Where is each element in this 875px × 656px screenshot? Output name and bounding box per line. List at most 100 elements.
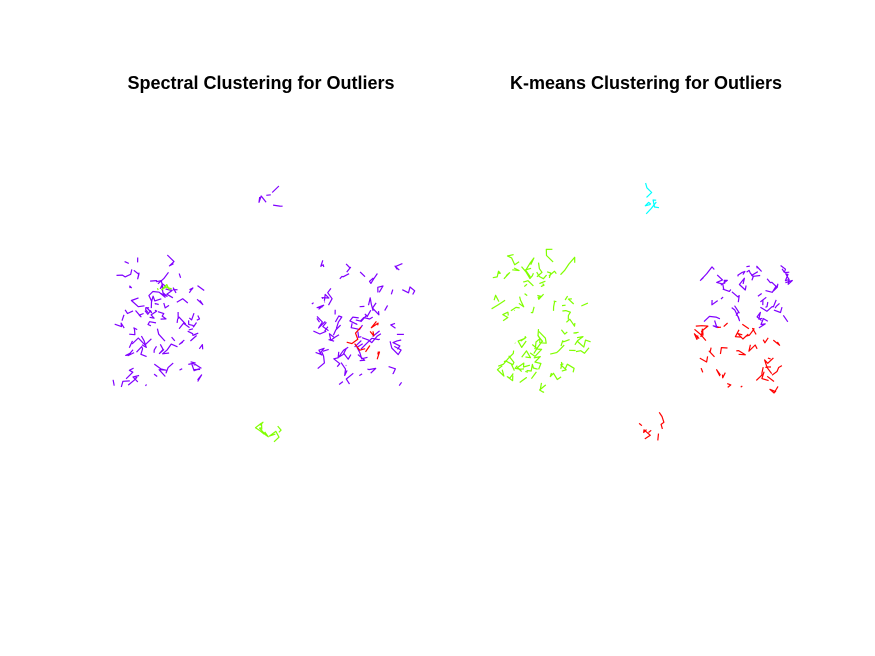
cluster-point-purple: [124, 261, 130, 264]
cluster-point-purple: [766, 278, 779, 288]
cluster-point-green: [493, 294, 500, 302]
cluster-point-red: [745, 327, 757, 337]
cluster-point-purple: [171, 336, 176, 342]
cluster-point-purple: [368, 273, 378, 284]
cluster-point-purple: [756, 311, 763, 322]
cluster-point-green: [503, 272, 511, 280]
cluster-point-purple: [346, 266, 352, 273]
spectral-clustering-marks: [112, 185, 416, 443]
cluster-point-green: [491, 299, 506, 310]
cluster-point-purple: [700, 266, 715, 280]
cluster-point-purple: [338, 346, 349, 358]
cluster-point-red: [766, 375, 775, 382]
cluster-point-green: [560, 361, 563, 369]
cluster-point-green: [523, 280, 534, 287]
spectral-clustering-plot: Spectral Clustering for Outliers: [112, 73, 416, 443]
cluster-point-purple: [266, 194, 271, 196]
cluster-point-red: [643, 429, 651, 440]
cluster-point-purple: [784, 273, 791, 282]
cluster-point-purple: [125, 352, 132, 356]
cluster-point-purple: [782, 314, 789, 323]
cluster-point-green: [497, 350, 515, 367]
cluster-point-green: [519, 377, 528, 383]
cluster-point-green: [521, 350, 532, 359]
cluster-point-green: [510, 306, 520, 312]
cluster-point-purple: [359, 271, 366, 278]
cluster-point-purple: [349, 316, 359, 325]
cluster-point-purple: [157, 271, 169, 285]
cluster-point-purple: [785, 278, 793, 285]
cluster-point-purple: [357, 354, 366, 362]
cluster-point-cyan: [652, 199, 660, 209]
cluster-point-purple: [757, 293, 763, 297]
cluster-point-purple: [339, 273, 350, 280]
cluster-point-purple: [188, 328, 194, 331]
cluster-point-purple: [334, 315, 343, 329]
cluster-point-green: [552, 301, 556, 311]
cluster-point-purple: [316, 318, 321, 323]
cluster-point-purple: [129, 285, 133, 289]
cluster-point-purple: [188, 287, 194, 294]
cluster-point-purple: [153, 345, 158, 353]
cluster-point-green: [550, 344, 565, 355]
cluster-point-red: [346, 326, 362, 345]
cluster-point-purple: [377, 285, 384, 293]
kmeans-clustering-plot: K-means Clustering for Outliers: [491, 73, 793, 441]
cluster-point-red: [376, 351, 381, 360]
cluster-point-purple: [129, 327, 138, 336]
cluster-point-purple: [313, 326, 329, 335]
cluster-point-red: [769, 386, 779, 394]
cluster-point-green: [564, 295, 569, 301]
cluster-point-purple: [316, 304, 325, 310]
cluster-point-purple: [367, 367, 377, 374]
cluster-point-purple: [178, 322, 190, 330]
cluster-point-red: [765, 366, 773, 375]
cluster-point-purple: [320, 260, 325, 268]
cluster-point-purple: [156, 328, 166, 342]
cluster-point-green: [530, 371, 537, 380]
cluster-point-purple: [153, 363, 167, 377]
cluster-point-purple: [316, 315, 326, 329]
cluster-point-red: [694, 328, 707, 341]
cluster-point-red: [741, 323, 750, 330]
cluster-point-green: [506, 373, 514, 382]
cluster-point-purple: [731, 291, 740, 303]
cluster-point-green: [560, 339, 570, 347]
cluster-point-red: [695, 325, 709, 332]
cluster-point-purple: [394, 263, 403, 271]
cluster-point-purple: [322, 348, 329, 352]
cluster-point-green: [576, 339, 591, 348]
cluster-point-red: [700, 367, 704, 373]
cluster-point-green: [156, 288, 159, 291]
cluster-point-purple: [322, 321, 329, 332]
cluster-point-purple: [132, 374, 140, 383]
cluster-point-red: [762, 337, 769, 344]
cluster-point-purple: [193, 364, 202, 369]
cluster-point-purple: [737, 270, 746, 276]
cluster-point-purple: [722, 288, 732, 292]
cluster-point-red: [354, 343, 366, 351]
cluster-point-purple: [258, 195, 267, 203]
cluster-point-purple: [131, 337, 152, 346]
cluster-point-purple: [760, 299, 777, 312]
cluster-point-purple: [176, 318, 179, 323]
cluster-point-purple: [127, 349, 135, 357]
cluster-point-purple: [121, 314, 125, 321]
cluster-point-purple: [150, 295, 162, 309]
cluster-point-purple: [712, 320, 719, 328]
cluster-point-purple: [360, 314, 368, 323]
cluster-point-green: [524, 267, 532, 278]
cluster-point-purple: [360, 337, 380, 350]
cluster-point-green: [536, 271, 548, 280]
cluster-point-purple: [734, 305, 740, 316]
cluster-point-red: [740, 385, 743, 388]
cluster-point-green: [161, 284, 172, 291]
cluster-point-purple: [384, 305, 389, 311]
cluster-point-green: [530, 306, 535, 314]
cluster-point-purple: [699, 277, 704, 282]
cluster-point-green: [268, 430, 280, 443]
cluster-point-purple: [321, 293, 330, 301]
cluster-point-purple: [328, 333, 335, 340]
cluster-point-red: [638, 422, 643, 427]
